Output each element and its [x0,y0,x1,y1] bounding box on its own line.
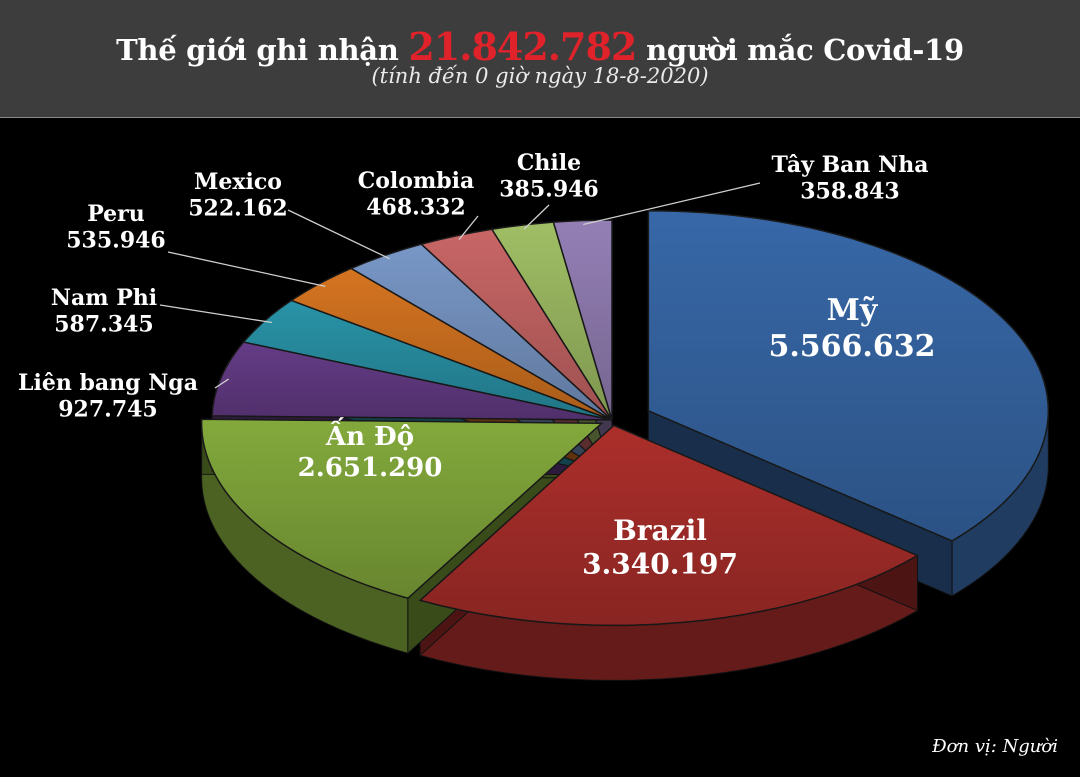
leader-line-8 [523,204,550,230]
pie-slice-shade-5 [291,268,612,420]
pie-slice-shade-4 [243,300,612,420]
leader-line-9 [583,182,761,226]
slice-label-name-7: Colombia [358,168,475,194]
pie-slice-shade-9 [553,220,612,420]
unit-note: Đơn vị: Người [932,736,1058,757]
pie-slice-shade-2 [201,419,602,599]
leader-line-5 [167,251,326,287]
pie-slice-tops [200,210,1050,627]
slice-label-value-1: 3.340.197 [582,548,738,581]
slice-label-name-9: Tây Ban Nha [772,152,929,178]
pie-slice-shade-3 [212,342,612,420]
pie-slice-shade-1 [420,425,918,626]
pie-slice-shade-7 [421,229,612,420]
slice-label-value-3: 927.745 [58,396,158,422]
slice-label-value-9: 358.843 [800,178,900,204]
slice-label-value-6: 522.162 [188,195,288,221]
slice-label-name-5: Peru [87,201,145,227]
title-prefix: Thế giới ghi nhận [116,33,399,67]
slice-label-name-1: Brazil [613,514,707,547]
slice-label-name-4: Nam Phi [51,285,157,311]
slice-label-value-7: 468.332 [366,194,466,220]
leader-line-3 [214,378,229,389]
slice-label-value-4: 587.345 [54,311,154,337]
slice-label-value-8: 385.946 [499,176,599,202]
leader-line-6 [287,209,390,260]
pie-slice-shade-8 [491,222,612,420]
chart-title: Thế giới ghi nhận 21.842.782 người mắc C… [0,24,1080,69]
leader-line-4 [159,304,273,324]
slice-label-name-6: Mexico [194,169,282,195]
title-suffix: người mắc Covid-19 [646,33,964,67]
slice-label-name-8: Chile [517,150,581,176]
chart-subtitle: (tính đến 0 giờ ngày 18-8-2020) [371,64,709,88]
pie-slice-shade-6 [351,244,612,420]
pie-slice-shade-0 [648,210,1049,541]
leader-line-7 [458,215,479,240]
total-cases: 21.842.782 [408,24,637,69]
slice-label-name-2: Ấn Độ [325,417,414,452]
chart-header: Thế giới ghi nhận 21.842.782 người mắc C… [0,0,1080,118]
slice-label-value-5: 535.946 [66,227,166,253]
slice-label-name-3: Liên bang Nga [18,370,198,396]
slice-label-value-0: 5.566.632 [768,329,935,364]
slice-label-name-0: Mỹ [827,293,879,328]
slice-label-value-2: 2.651.290 [298,453,443,483]
label-leader-lines [159,182,761,389]
